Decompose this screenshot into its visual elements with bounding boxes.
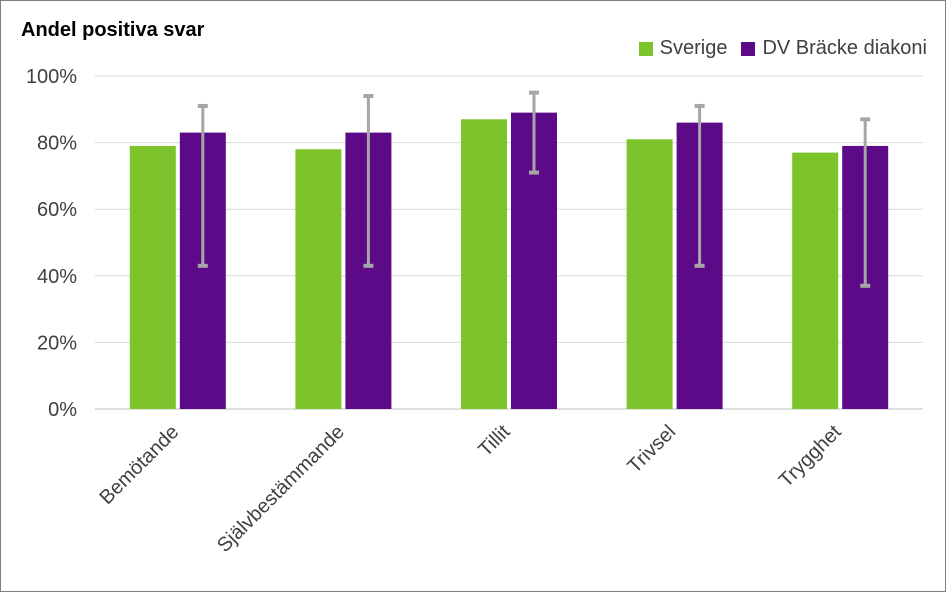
y-tick-label: 80% <box>37 133 77 155</box>
x-tick-label: Självbestämmande <box>213 421 349 557</box>
chart-title: Andel positiva svar <box>21 19 205 41</box>
bar-sverige <box>295 149 342 409</box>
legend-label-sverige: Sverige <box>659 37 728 59</box>
x-tick-label: Tillit <box>474 421 514 461</box>
legend: Sverige DV Bräcke diakoni <box>625 37 927 60</box>
legend-item-dv-bracke: DV Bräcke diakoni <box>741 37 927 60</box>
y-tick-label: 40% <box>37 266 77 288</box>
legend-label-dv-bracke: DV Bräcke diakoni <box>762 37 927 59</box>
legend-swatch-sverige <box>638 41 653 56</box>
legend-item-sverige: Sverige <box>638 37 728 60</box>
x-tick-label: Trivsel <box>623 421 680 478</box>
y-tick-label: 100% <box>26 66 77 88</box>
x-tick-label: Bemötande <box>95 421 183 509</box>
bar-sverige <box>129 145 176 409</box>
bar-sverige <box>626 139 673 409</box>
y-tick-label: 0% <box>48 399 77 421</box>
y-tick-label: 20% <box>37 332 77 354</box>
bar-sverige <box>792 152 839 409</box>
y-tick-label: 60% <box>37 199 77 221</box>
legend-swatch-dv-bracke <box>741 41 756 56</box>
x-tick-label: Trygghet <box>775 421 846 492</box>
bar-sverige <box>461 119 507 409</box>
